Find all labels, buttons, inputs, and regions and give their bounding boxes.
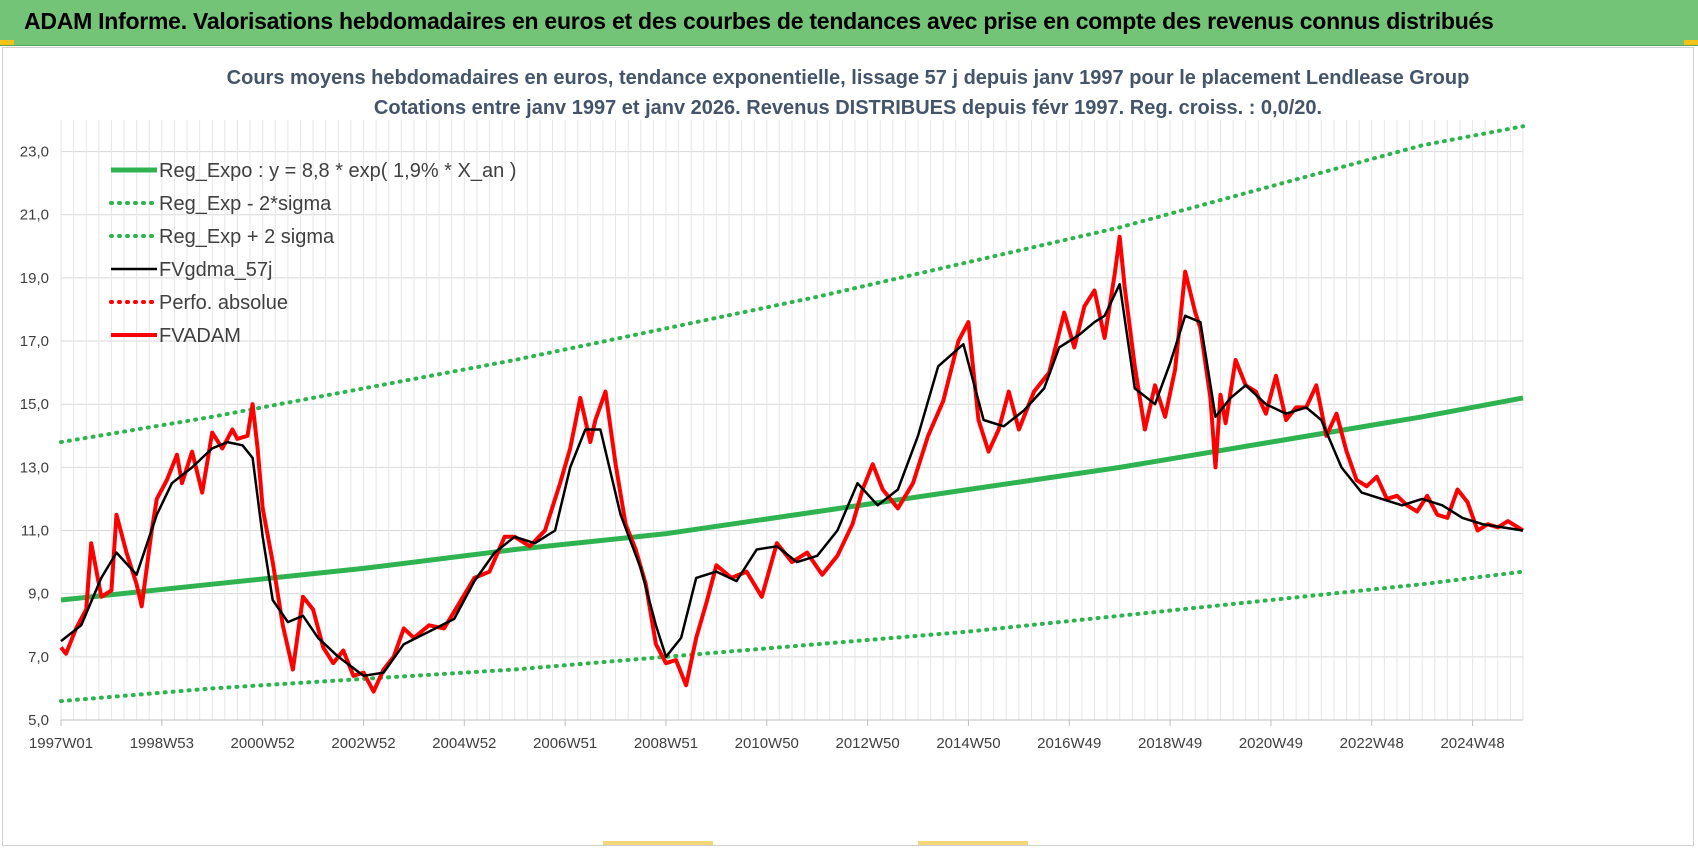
y-tick-label: 5,0 [28, 712, 49, 729]
legend-label: Reg_Exp - 2*sigma [159, 193, 332, 215]
x-tick-label: 2016W49 [1037, 735, 1101, 752]
chart-area: 5,0 7,0 9,0 11,0 13,0 15,0 17,0 19,0 21,0 23,0 199… [2, 47, 1694, 846]
y-tick-label: 15,0 [20, 396, 49, 413]
legend-label: FVADAM [159, 325, 241, 347]
y-tick-label: 11,0 [21, 523, 49, 540]
right-corner-marker [1684, 40, 1698, 45]
y-tick-label: 19,0 [20, 270, 49, 287]
axes: 5,0 7,0 9,0 11,0 13,0 15,0 17,0 19,0 21,0 23,0 199… [20, 144, 1523, 752]
legend: Reg_Expo : y = 8,8 * exp( 1,9% * X_an ) R… [109, 160, 516, 347]
x-tick-label: 2012W50 [836, 735, 900, 752]
x-tick-label: 2006W51 [533, 735, 597, 752]
legend-label: FVgdma_57j [159, 259, 272, 281]
left-corner-marker [0, 40, 14, 45]
page-title: ADAM Informe. Valorisations hebdomadaire… [24, 8, 1494, 34]
x-tick-label: 2020W49 [1239, 735, 1303, 752]
x-tick-label: 2022W48 [1340, 735, 1404, 752]
x-tick-label: 2004W52 [432, 735, 496, 752]
line-chart: 5,0 7,0 9,0 11,0 13,0 15,0 17,0 19,0 21,0 23,0 199… [20, 67, 1525, 752]
x-tick-label: 1998W53 [130, 735, 194, 752]
legend-label: Reg_Exp + 2 sigma [159, 226, 335, 248]
bottom-strip [918, 841, 1028, 845]
x-tick-label: 2014W50 [936, 735, 1000, 752]
y-tick-label: 17,0 [20, 333, 49, 350]
chart-title: Cours moyens hebdomadaires en euros, ten… [227, 67, 1470, 89]
x-tick-label: 2010W50 [735, 735, 799, 752]
series-line-1 [59, 569, 1525, 704]
series-group [59, 124, 1525, 704]
x-tick-label: 2000W52 [231, 735, 295, 752]
legend-label: Perfo. absolue [159, 292, 288, 314]
series-line-5 [59, 234, 1525, 694]
x-tick-label: 1997W01 [29, 735, 93, 752]
y-tick-label: 13,0 [20, 459, 49, 476]
series-line-2 [59, 124, 1525, 445]
grid [60, 120, 1524, 721]
chart-subtitle: Cotations entre janv 1997 et janv 2026. … [374, 97, 1322, 119]
legend-label: Reg_Expo : y = 8,8 * exp( 1,9% * X_an ) [159, 160, 516, 182]
header-bar: ADAM Informe. Valorisations hebdomadaire… [0, 0, 1698, 46]
x-tick-label: 2024W48 [1440, 735, 1504, 752]
x-tick-label: 2008W51 [634, 735, 698, 752]
x-tick-label: 2002W52 [331, 735, 395, 752]
y-tick-label: 23,0 [20, 144, 49, 161]
bottom-strip [603, 841, 713, 845]
series-line-3 [60, 282, 1524, 678]
series-line-0 [60, 395, 1524, 603]
y-tick-label: 7,0 [28, 649, 49, 666]
x-tick-label: 2018W49 [1138, 735, 1202, 752]
y-tick-label: 9,0 [28, 586, 49, 603]
y-tick-label: 21,0 [20, 207, 49, 224]
